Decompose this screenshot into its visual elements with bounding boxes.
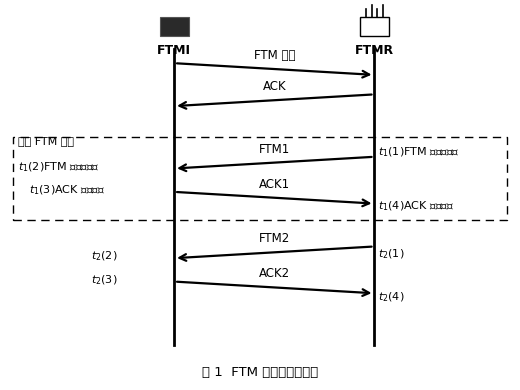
Text: 图 1  FTM 协议的基本流程: 图 1 FTM 协议的基本流程 <box>202 366 318 379</box>
Bar <box>13 136 507 220</box>
Bar <box>360 17 389 36</box>
Text: $t_1$(2)FTM 包到达时间: $t_1$(2)FTM 包到达时间 <box>18 160 100 174</box>
Text: $t_1$(3)ACK 离开时间: $t_1$(3)ACK 离开时间 <box>29 184 105 197</box>
Text: $t_1$(1)FTM 包离开时间: $t_1$(1)FTM 包离开时间 <box>378 145 460 159</box>
Text: ACK1: ACK1 <box>259 178 290 191</box>
Text: $t_2$(2): $t_2$(2) <box>91 250 118 263</box>
Text: FTM 请求: FTM 请求 <box>254 49 295 62</box>
Text: $t_2$(1): $t_2$(1) <box>378 248 405 261</box>
Text: $t_2$(3): $t_2$(3) <box>91 273 118 287</box>
Text: FTMR: FTMR <box>355 44 394 57</box>
Text: FTM2: FTM2 <box>258 232 290 245</box>
Text: $t_2$(4): $t_2$(4) <box>378 291 405 304</box>
Bar <box>160 17 189 36</box>
Text: FTMI: FTMI <box>157 44 191 57</box>
Text: 一次 FTM 测量: 一次 FTM 测量 <box>18 136 74 146</box>
Text: ACK: ACK <box>263 80 286 93</box>
Text: ACK2: ACK2 <box>259 268 290 280</box>
Text: $t_1$(4)ACK 到达时间: $t_1$(4)ACK 到达时间 <box>378 199 454 213</box>
Text: FTM1: FTM1 <box>258 143 290 156</box>
